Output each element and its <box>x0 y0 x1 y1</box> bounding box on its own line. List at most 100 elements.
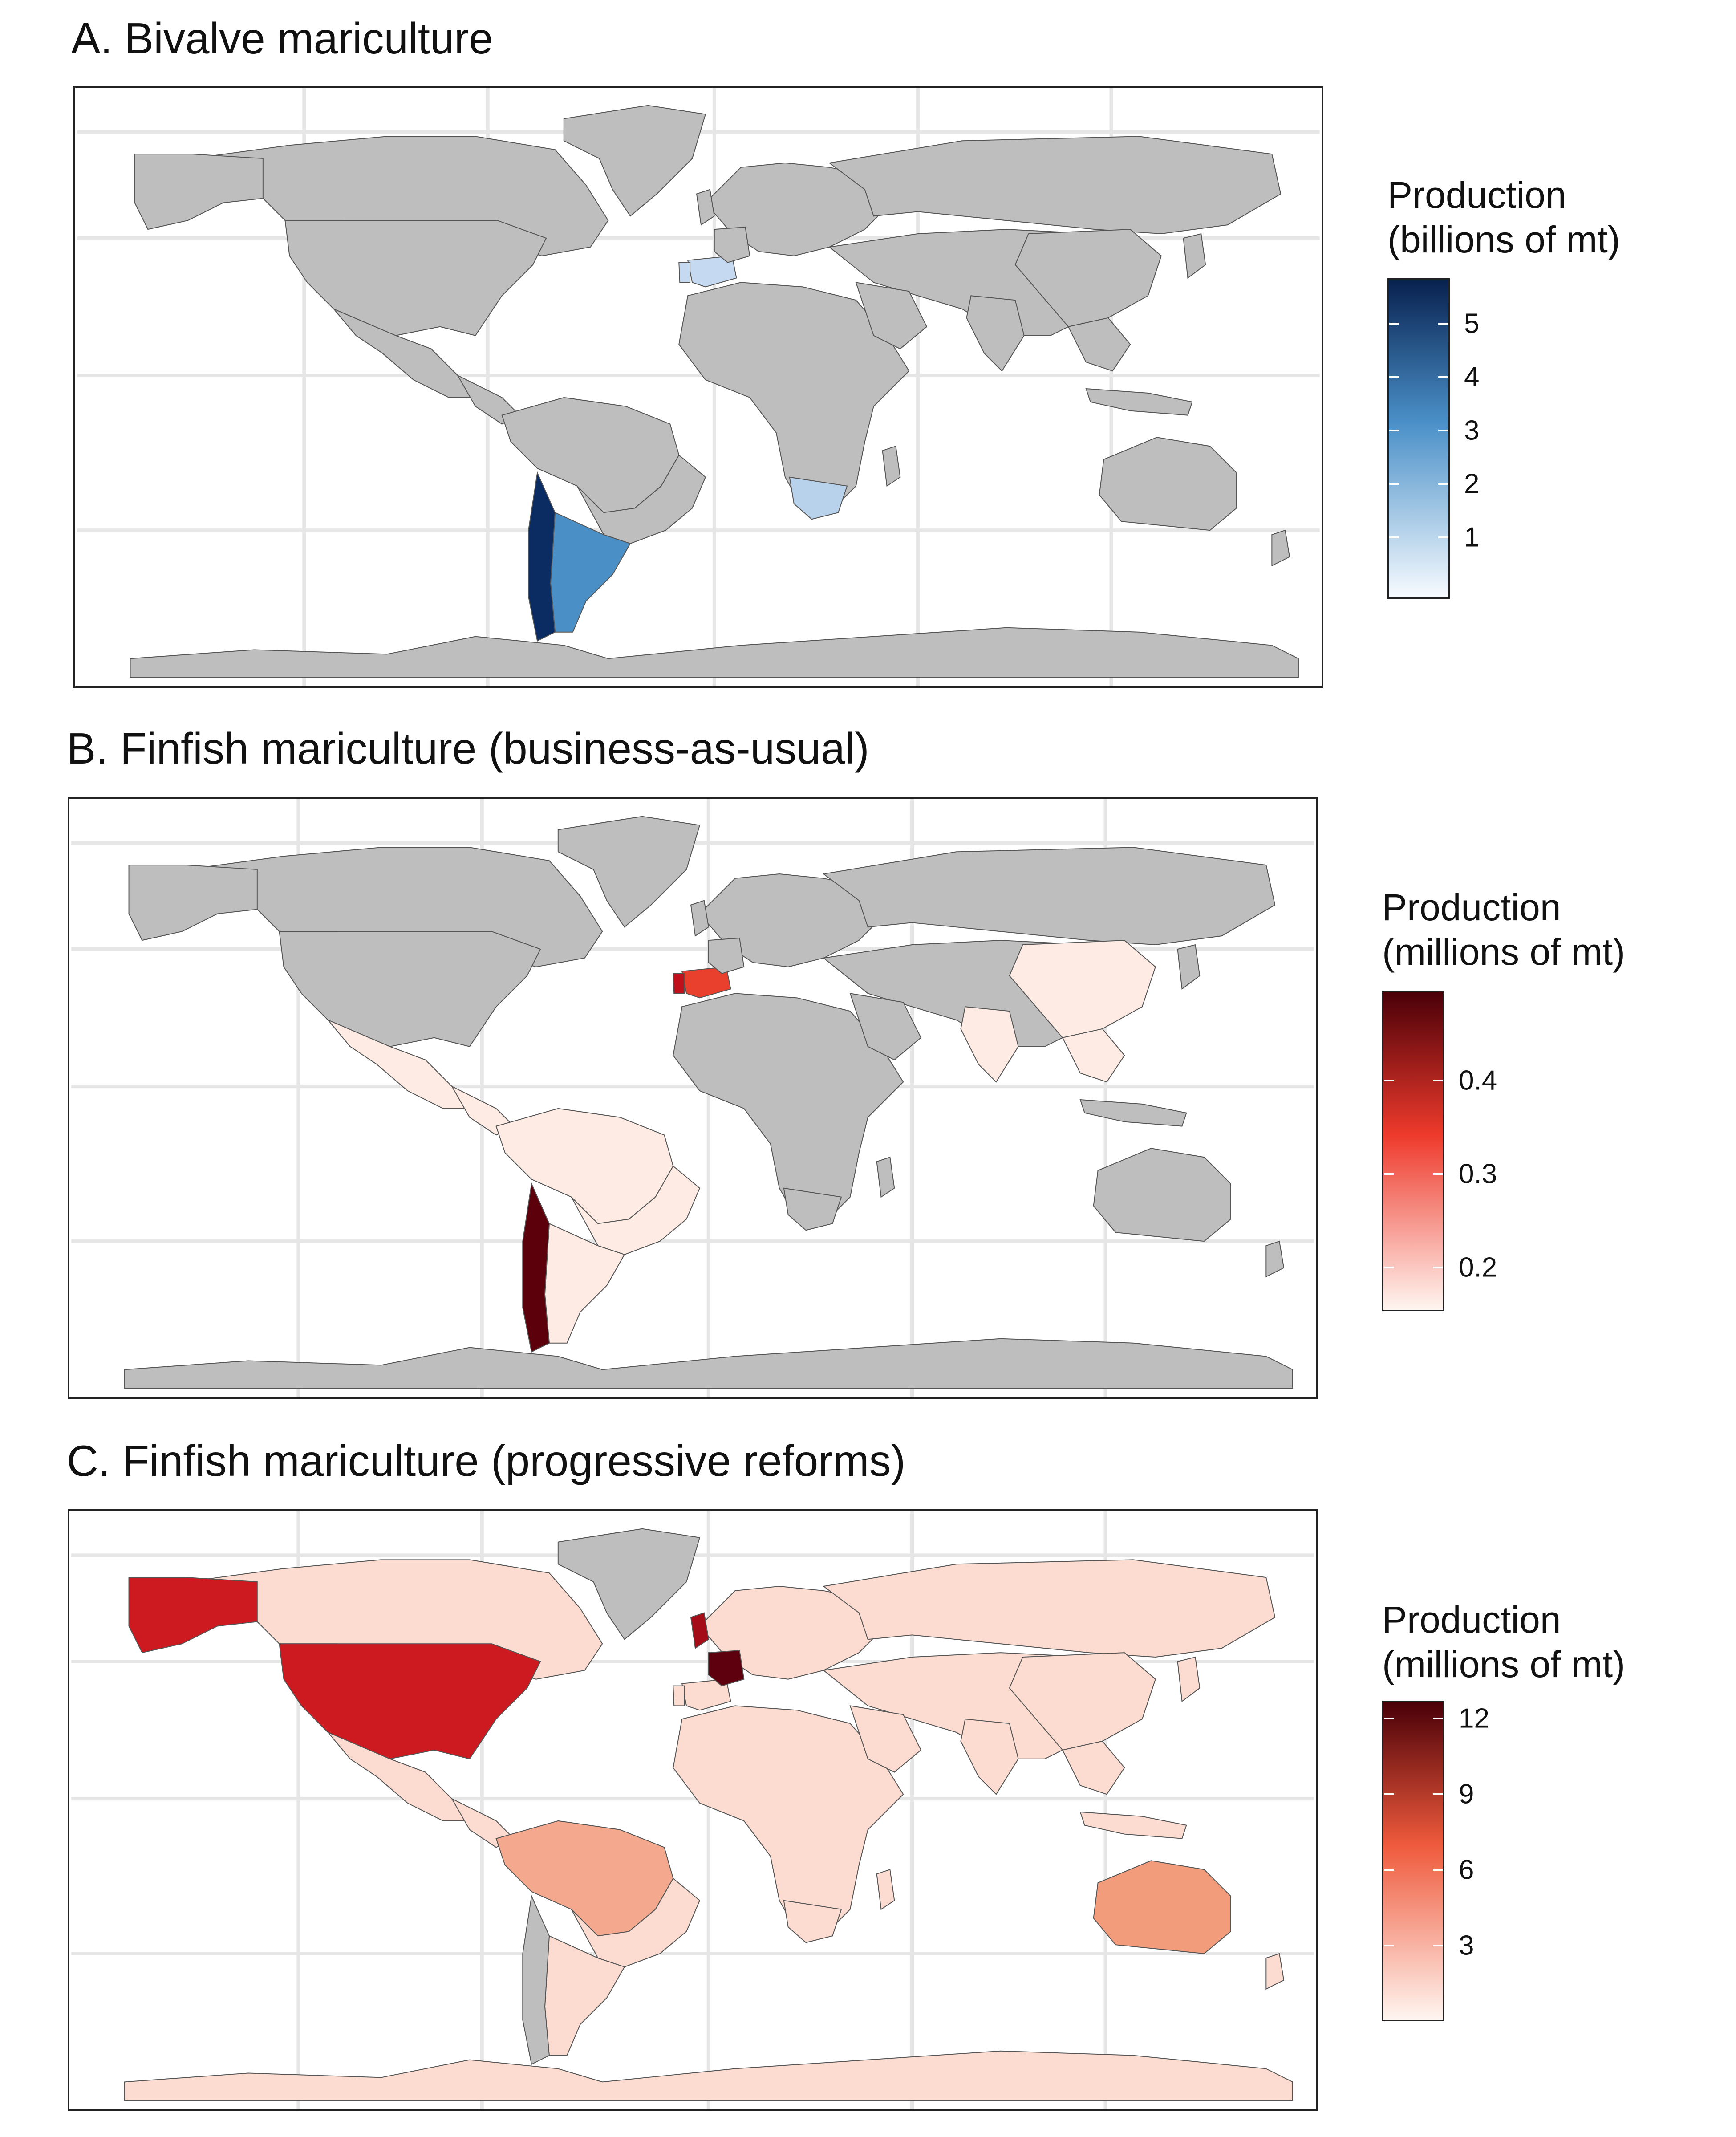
region-madagascar <box>876 1869 895 1910</box>
region-nz <box>1265 1240 1285 1278</box>
colorbar-tick-mark <box>1438 536 1448 538</box>
region-mexico <box>333 309 477 398</box>
region-usa <box>279 931 541 1047</box>
colorbar-tick-label: 1 <box>1464 522 1480 553</box>
region-greenland <box>563 105 706 217</box>
region-europe <box>699 1585 877 1680</box>
region-greenland <box>557 1528 701 1640</box>
colorbar-tick-label: 3 <box>1459 1930 1474 1961</box>
region-antarctica <box>124 2050 1293 2101</box>
region-japan <box>1183 233 1206 279</box>
region-se-asia <box>1067 317 1131 372</box>
region-india <box>960 1006 1019 1083</box>
region-chile <box>522 1894 550 2065</box>
region-uk <box>690 900 709 937</box>
colorbar-tick-label: 0.4 <box>1459 1065 1497 1096</box>
colorbar-tick-mark <box>1384 1869 1394 1871</box>
region-africa <box>673 1705 904 1937</box>
colorbar-tick-mark <box>1433 1267 1443 1268</box>
region-france <box>708 938 745 974</box>
panel-a-colorbar <box>1387 278 1450 599</box>
panel-a-map <box>73 86 1323 688</box>
region-japan <box>1177 944 1201 990</box>
colorbar-tick-mark <box>1389 323 1399 325</box>
region-usa <box>279 1643 541 1759</box>
colorbar-tick-mark <box>1384 1718 1394 1719</box>
panel-b-legend-title-line1: Production <box>1382 886 1561 928</box>
region-russia <box>822 847 1276 946</box>
panel-b-map <box>68 797 1318 1399</box>
region-nz <box>1265 1953 1285 1990</box>
region-chile <box>522 1182 550 1353</box>
region-japan <box>1177 1656 1201 1702</box>
colorbar-tick-mark <box>1438 323 1448 325</box>
region-india <box>966 295 1025 372</box>
panel-c-legend-title-line2: (millions of mt) <box>1382 1643 1626 1685</box>
colorbar-tick-mark <box>1384 1945 1394 1946</box>
region-se-asia <box>1062 1740 1125 1795</box>
colorbar-tick-mark <box>1438 376 1448 378</box>
region-alaska <box>134 154 264 230</box>
colorbar-tick-mark <box>1438 483 1448 485</box>
panel-c-map-svg <box>71 1511 1314 2109</box>
colorbar-tick-label: 0.3 <box>1459 1158 1497 1190</box>
colorbar-tick-mark <box>1433 1793 1443 1795</box>
panel-c-map <box>68 1509 1318 2111</box>
region-africa <box>678 282 910 513</box>
panel-c-legend-title-line1: Production <box>1382 1599 1561 1641</box>
region-africa <box>673 993 904 1224</box>
panel-b-map-svg <box>71 799 1314 1397</box>
region-south-africa <box>783 1900 842 1943</box>
region-antarctica <box>124 1338 1293 1389</box>
region-arabia <box>855 282 928 349</box>
colorbar-tick-mark <box>1384 1080 1394 1081</box>
colorbar-tick-mark <box>1384 1267 1394 1268</box>
region-europe <box>699 873 877 967</box>
region-nz <box>1271 529 1290 567</box>
colorbar-tick-label: 9 <box>1459 1779 1474 1810</box>
region-indonesia <box>1085 388 1193 416</box>
region-russia <box>828 136 1282 235</box>
panel-a-legend-title-line1: Production <box>1387 174 1566 216</box>
colorbar-tick-mark <box>1433 1945 1443 1946</box>
colorbar-tick-mark <box>1433 1718 1443 1719</box>
region-chile <box>528 471 556 642</box>
region-uk <box>690 1612 709 1649</box>
region-south-africa <box>789 476 848 520</box>
region-indonesia <box>1079 1099 1187 1127</box>
panel-b-title: B. Finfish mariculture (business-as-usua… <box>67 724 869 773</box>
region-india <box>960 1719 1019 1795</box>
region-se-asia <box>1062 1028 1125 1083</box>
panel-c-title: C. Finfish mariculture (progressive refo… <box>67 1436 906 1485</box>
region-australia <box>1093 1860 1231 1954</box>
colorbar-tick-label: 4 <box>1464 362 1480 393</box>
colorbar-tick-label: 6 <box>1459 1854 1474 1885</box>
colorbar-tick-mark <box>1433 1869 1443 1871</box>
colorbar-tick-label: 2 <box>1464 468 1480 500</box>
panel-a-title: A. Bivalve mariculture <box>71 14 493 63</box>
region-usa <box>284 220 547 336</box>
colorbar-tick-mark <box>1384 1173 1394 1175</box>
colorbar-tick-mark <box>1389 430 1399 431</box>
region-south-africa <box>783 1187 842 1231</box>
panel-a-legend-title-line2: (billions of mt) <box>1387 219 1620 260</box>
region-antarctica <box>130 627 1299 678</box>
colorbar-tick-mark <box>1433 1173 1443 1175</box>
panel-b-legend-title-line2: (millions of mt) <box>1382 931 1626 973</box>
region-australia <box>1099 437 1237 531</box>
region-mexico <box>328 1020 471 1109</box>
panel-b-colorbar <box>1382 991 1444 1311</box>
region-alaska <box>128 1577 258 1654</box>
region-france <box>714 227 750 263</box>
region-madagascar <box>882 445 901 487</box>
colorbar-tick-mark <box>1389 376 1399 378</box>
region-uk <box>696 189 715 226</box>
colorbar-tick-mark <box>1384 1793 1394 1795</box>
region-france <box>708 1650 745 1686</box>
colorbar-tick-mark <box>1433 1080 1443 1081</box>
region-indonesia <box>1079 1811 1187 1839</box>
colorbar-tick-mark <box>1438 430 1448 431</box>
panel-a-map-svg <box>77 88 1320 686</box>
region-portugal <box>673 973 685 994</box>
region-madagascar <box>876 1156 895 1198</box>
